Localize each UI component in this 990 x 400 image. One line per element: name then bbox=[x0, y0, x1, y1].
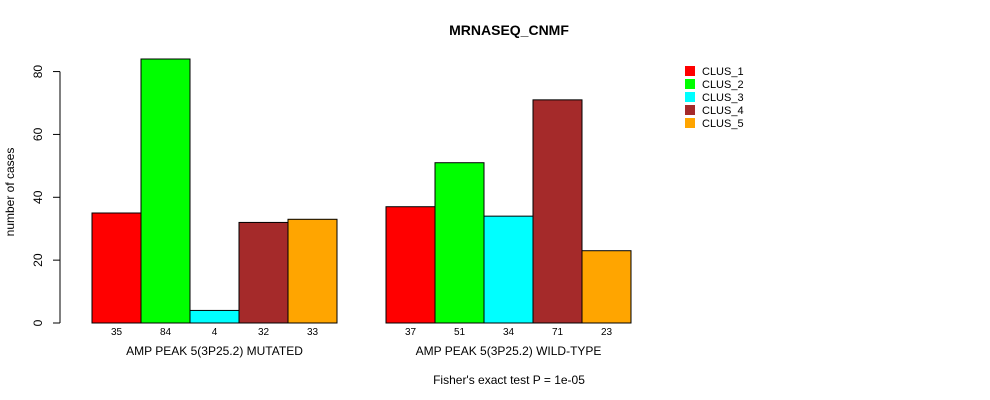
legend-label-clus_4: CLUS_4 bbox=[702, 105, 744, 117]
y-axis-label: number of cases bbox=[3, 148, 17, 237]
bar-group1-clus_2 bbox=[140, 58, 191, 324]
group-labels: AMP PEAK 5(3P25.2) MUTATED AMP PEAK 5(3P2… bbox=[126, 344, 601, 358]
legend-swatch-clus_2 bbox=[685, 79, 695, 89]
y-tick-label: 80 bbox=[31, 65, 45, 79]
bar-count-label: 35 bbox=[111, 327, 123, 338]
y-tick-label: 20 bbox=[31, 253, 45, 267]
legend-label-clus_5: CLUS_5 bbox=[702, 118, 744, 130]
legend-swatch-clus_4 bbox=[685, 105, 695, 115]
legend-swatch-clus_1 bbox=[685, 66, 695, 76]
legend-label-clus_2: CLUS_2 bbox=[702, 79, 744, 91]
legend-label-clus_3: CLUS_3 bbox=[702, 92, 744, 104]
bar-group1-clus_5 bbox=[287, 218, 338, 324]
bar-count-label: 34 bbox=[503, 327, 515, 338]
bar-group2-clus_4 bbox=[532, 99, 583, 324]
legend-swatch-clus_5 bbox=[685, 118, 695, 128]
y-tick-label: 40 bbox=[31, 190, 45, 204]
group-label-1: AMP PEAK 5(3P25.2) MUTATED bbox=[126, 344, 303, 358]
y-axis: 0 20 40 60 80 bbox=[31, 65, 61, 326]
bar-group1-clus_4 bbox=[238, 221, 289, 324]
bar-group2-clus_1 bbox=[385, 206, 436, 324]
y-tick-label: 0 bbox=[31, 319, 45, 326]
y-tick-label: 60 bbox=[31, 127, 45, 141]
count-labels: 35 84 4 32 33 37 51 34 71 23 bbox=[111, 327, 613, 338]
legend-label-clus_1: CLUS_1 bbox=[702, 66, 744, 78]
bar-count-label: 71 bbox=[552, 327, 564, 338]
bar-count-label: 4 bbox=[212, 327, 218, 338]
bar-count-label: 23 bbox=[601, 327, 613, 338]
bar-count-label: 37 bbox=[405, 327, 417, 338]
bars bbox=[91, 58, 632, 324]
bar-group1-clus_1 bbox=[91, 212, 142, 324]
fisher-test-footnote: Fisher's exact test P = 1e-05 bbox=[433, 373, 585, 387]
bar-group2-clus_5 bbox=[581, 250, 632, 324]
bar-group1-clus_3 bbox=[189, 309, 240, 324]
bar-count-label: 33 bbox=[307, 327, 319, 338]
legend-swatch-clus_3 bbox=[685, 92, 695, 102]
bar-group2-clus_2 bbox=[434, 162, 485, 324]
group-label-2: AMP PEAK 5(3P25.2) WILD-TYPE bbox=[416, 344, 602, 358]
bar-group2-clus_3 bbox=[483, 215, 534, 324]
chart-title: MRNASEQ_CNMF bbox=[449, 22, 569, 38]
bar-count-label: 32 bbox=[258, 327, 270, 338]
bar-count-label: 84 bbox=[160, 327, 172, 338]
bar-count-label: 51 bbox=[454, 327, 466, 338]
